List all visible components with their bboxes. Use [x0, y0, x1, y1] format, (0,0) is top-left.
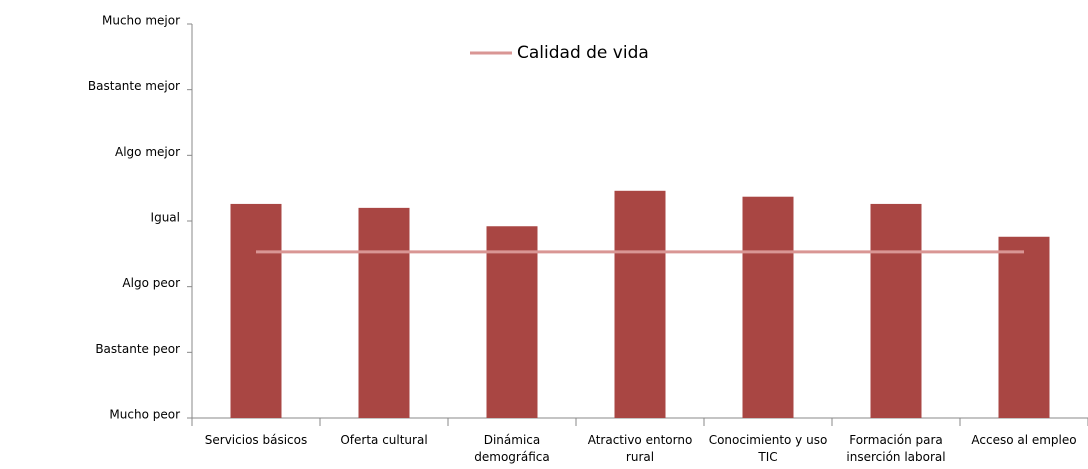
bar	[230, 203, 282, 418]
y-tick-label: Mucho mejor	[102, 14, 180, 28]
y-tick-label: Igual	[151, 211, 180, 225]
x-tick-label: Dinámica demográfica	[474, 433, 550, 464]
x-tick-label: Atractivo entorno rural	[587, 433, 693, 464]
y-tick-label: Bastante peor	[95, 342, 180, 356]
x-tick-label: Oferta cultural	[340, 433, 428, 447]
y-tick-label: Bastante mejor	[88, 79, 180, 93]
bar	[358, 207, 410, 418]
x-tick-label: Conocimiento y uso TIC	[708, 433, 828, 464]
bar	[742, 196, 794, 418]
bar	[614, 190, 666, 418]
bar	[870, 203, 922, 418]
y-tick-label: Mucho peor	[109, 408, 180, 422]
bar	[998, 236, 1050, 418]
legend-label: Calidad de vida	[517, 43, 649, 63]
x-tick-label: Acceso al empleo	[971, 433, 1077, 447]
x-tick-label: Formación para inserción laboral	[846, 433, 946, 464]
bar	[486, 226, 538, 418]
y-tick-label: Algo peor	[122, 276, 180, 290]
x-tick-label: Servicios básicos	[204, 433, 308, 447]
y-tick-label: Algo mejor	[115, 145, 180, 159]
